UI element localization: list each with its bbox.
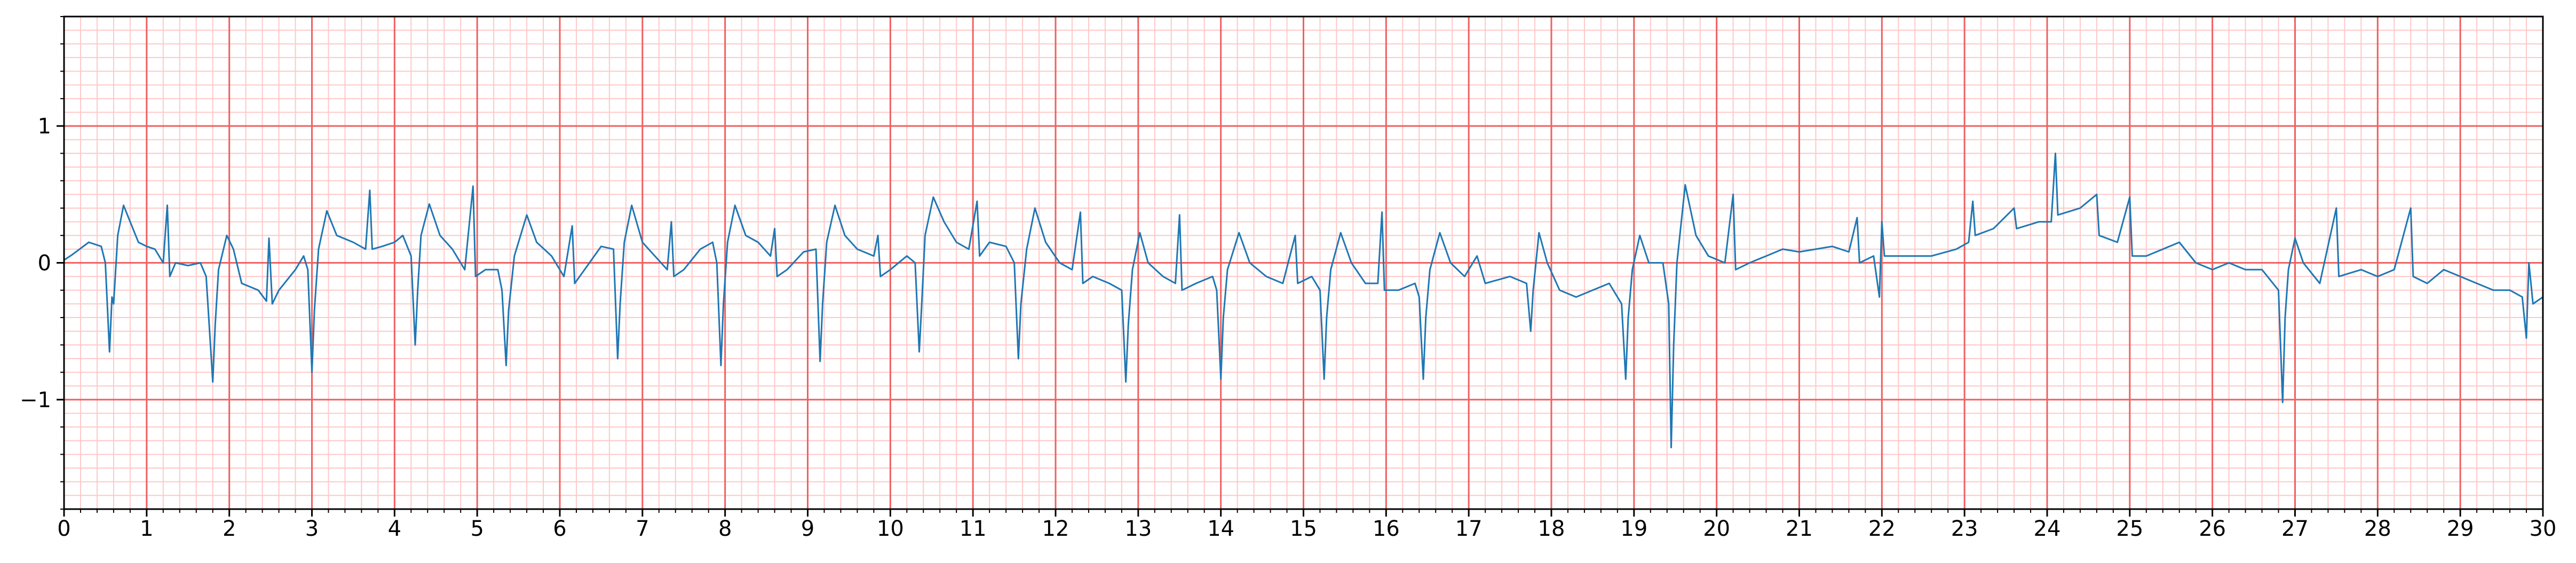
x-tick-label: 17 — [1455, 517, 1483, 541]
y-tick-label: −1 — [20, 388, 51, 413]
x-tick-label: 0 — [57, 517, 70, 541]
x-tick-label: 5 — [470, 517, 484, 541]
x-tick-label: 2 — [223, 517, 236, 541]
x-tick-label: 27 — [2281, 517, 2309, 541]
x-tick-label: 3 — [305, 517, 319, 541]
x-tick-label: 28 — [2364, 517, 2391, 541]
x-tick-label: 15 — [1290, 517, 1317, 541]
ecg-line — [64, 152, 2543, 449]
x-tick-label: 16 — [1373, 517, 1400, 541]
x-tick-label: 29 — [2447, 517, 2474, 541]
x-tick-label: 26 — [2199, 517, 2226, 541]
x-tick-label: 7 — [636, 517, 649, 541]
y-tick-label: 1 — [38, 114, 51, 139]
x-tick-label: 8 — [718, 517, 732, 541]
x-tick-label: 6 — [553, 517, 566, 541]
x-tick-label: 19 — [1620, 517, 1647, 541]
x-tick-label: 11 — [960, 517, 987, 541]
x-tick-label: 14 — [1207, 517, 1234, 541]
x-tick-label: 12 — [1042, 517, 1069, 541]
x-tick-label: 1 — [140, 517, 153, 541]
x-tick-label: 30 — [2530, 517, 2557, 541]
x-tick-label: 4 — [388, 517, 401, 541]
x-tick-label: 9 — [801, 517, 814, 541]
y-tick-label: 0 — [38, 251, 51, 276]
x-tick-label: 25 — [2116, 517, 2143, 541]
x-tick-label: 22 — [1868, 517, 1896, 541]
x-tick-label: 23 — [1951, 517, 1978, 541]
x-tick-label: 18 — [1538, 517, 1565, 541]
x-tick-label: 21 — [1786, 517, 1813, 541]
x-tick-label: 10 — [877, 517, 904, 541]
x-tick-label: 24 — [2034, 517, 2061, 541]
x-tick-label: 13 — [1124, 517, 1152, 541]
x-tick-label: 20 — [1703, 517, 1730, 541]
plot-frame — [63, 15, 2544, 510]
